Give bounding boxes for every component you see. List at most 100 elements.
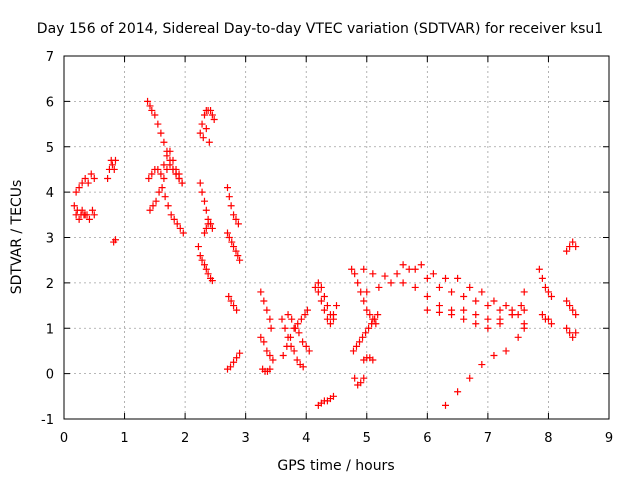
data-point [225,234,233,241]
data-point [320,306,328,314]
data-point [146,102,154,110]
data-point [204,270,212,278]
data-point [348,265,356,273]
data-point [572,329,580,337]
data-point [233,354,241,362]
y-tick-label: 4 [46,186,54,201]
data-point [263,347,271,355]
x-tick-label: 5 [363,431,371,446]
data-point [572,243,580,251]
data-point [303,306,311,314]
data-point [399,261,407,269]
data-point [366,311,374,319]
series-s27 [314,392,337,409]
data-point [520,324,528,332]
data-point [278,315,286,323]
data-point [152,197,160,205]
data-point [232,215,240,223]
data-point [362,329,370,337]
data-point [208,224,216,232]
series-s26 [314,279,337,323]
data-point [108,161,116,169]
data-point [232,247,240,255]
data-point [266,365,274,373]
data-point [317,283,325,291]
data-point [569,238,577,246]
y-tick-label: 7 [46,50,54,65]
data-point [194,243,202,251]
data-point [154,165,162,173]
data-point [200,197,208,205]
series-s40 [563,297,580,319]
x-axis-label: GPS time / hours [277,458,394,474]
series-s19 [257,288,275,332]
series-s31 [360,354,377,364]
data-point [236,349,244,357]
data-point [257,333,265,341]
data-point [538,311,546,319]
data-point [429,270,437,278]
series-s29 [349,311,382,355]
y-axis-label: SDTVAR / TECUs [9,180,25,295]
data-point [351,374,359,382]
data-point [90,211,98,219]
data-point [157,129,165,137]
data-point [149,202,157,210]
data-point [354,279,362,287]
data-point [411,265,419,273]
data-point [423,274,431,282]
data-point [472,297,480,305]
data-point [472,311,480,319]
data-point [569,333,577,341]
x-tick-label: 1 [120,431,128,446]
data-point [85,215,93,223]
data-point [357,379,365,387]
data-point [514,311,522,319]
data-point [164,202,172,210]
y-axis-ticks: -1 0 1 2 3 4 5 6 7 [41,50,609,428]
data-point [78,206,86,214]
series-s39 [563,238,580,255]
data-point [230,302,238,310]
data-point [484,324,492,332]
series-s18 [224,349,244,373]
data-point [360,265,368,273]
data-point [357,288,365,296]
data-point [111,156,119,164]
data-point [496,320,504,328]
data-point [227,202,235,210]
data-point [198,188,206,196]
data-point [333,302,340,310]
series-s13 [194,243,216,285]
data-point [442,274,449,282]
data-point [323,315,331,323]
data-point [88,206,96,214]
y-tick-label: 5 [46,141,54,156]
data-point [520,288,528,296]
data-point [448,311,456,319]
data-point [363,288,371,296]
data-point [202,206,210,214]
data-point [169,156,177,164]
y-tick-label: 0 [46,368,54,383]
series-s21 [259,365,274,375]
data-point [230,358,238,366]
data-point [320,292,328,300]
data-point [157,170,165,178]
data-point [435,308,443,316]
x-tick-label: 6 [423,431,431,446]
series-s32 [360,261,528,328]
data-point [163,165,171,173]
data-point [563,247,571,255]
data-point [294,320,302,328]
data-point [260,338,268,346]
data-point [269,356,277,364]
data-point [369,270,377,278]
x-tick-label: 9 [605,431,613,446]
data-point [311,283,319,291]
data-point [329,315,337,323]
data-point [314,288,322,296]
data-point [466,374,474,382]
data-point [78,179,86,187]
